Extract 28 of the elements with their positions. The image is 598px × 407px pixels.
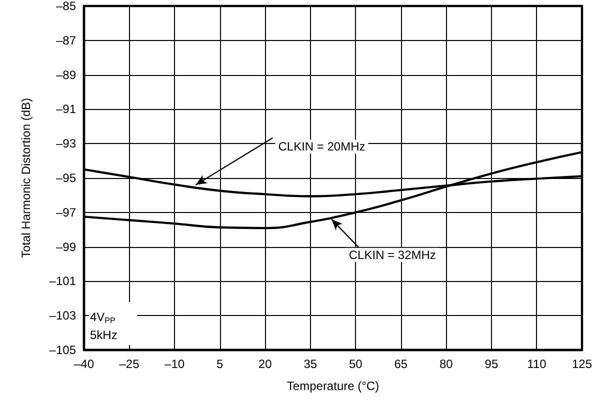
x-tick-label: 5 bbox=[216, 357, 224, 371]
y-tick-label: –85 bbox=[56, 0, 76, 13]
annotation: CLKIN = 32MHz bbox=[348, 248, 436, 262]
y-tick-label: –87 bbox=[56, 33, 76, 48]
y-axis-title: Total Harmonic Distortion (dB) bbox=[19, 98, 33, 258]
annotation: CLKIN = 20MHz bbox=[278, 140, 366, 154]
y-tick-label: –97 bbox=[56, 205, 76, 220]
y-tick-label: –89 bbox=[56, 68, 76, 82]
y-tick-label: –95 bbox=[56, 171, 76, 185]
y-tick-label: –93 bbox=[56, 136, 76, 151]
annotation: 5kHz bbox=[90, 328, 118, 342]
x-tick-label: 20 bbox=[258, 357, 272, 371]
x-tick-label: 110 bbox=[527, 357, 547, 371]
x-tick-label: 50 bbox=[348, 357, 363, 371]
y-tick-label: –103 bbox=[49, 308, 76, 323]
x-tick-label: –25 bbox=[119, 357, 140, 371]
x-tick-label: 125 bbox=[572, 357, 592, 371]
y-tick-label: –99 bbox=[56, 240, 76, 254]
y-tick-label: –91 bbox=[56, 102, 76, 116]
x-tick-label: 35 bbox=[304, 357, 318, 371]
x-tick-label: 80 bbox=[440, 357, 454, 371]
y-tick-label: –105 bbox=[49, 343, 76, 357]
x-tick-label: –10 bbox=[164, 357, 185, 371]
y-tick-label: –101 bbox=[49, 274, 76, 288]
x-tick-label: 95 bbox=[484, 357, 498, 371]
x-tick-label: 65 bbox=[394, 357, 408, 371]
x-axis-title: Temperature (°C) bbox=[286, 379, 380, 393]
x-tick-label: –40 bbox=[74, 357, 94, 371]
